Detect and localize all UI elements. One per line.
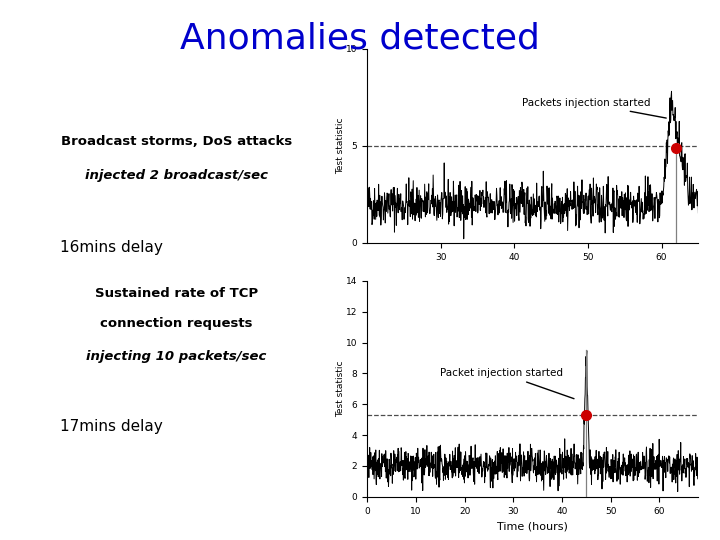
X-axis label: Time (hours): Time (hours) <box>498 521 568 531</box>
Y-axis label: Test statistic: Test statistic <box>336 118 345 174</box>
Text: 16mins delay: 16mins delay <box>60 240 163 255</box>
Text: Packet injection started: Packet injection started <box>440 368 574 399</box>
Text: injecting 10 packets/sec: injecting 10 packets/sec <box>86 350 266 363</box>
Text: injected 2 broadcast/sec: injected 2 broadcast/sec <box>85 169 268 182</box>
Y-axis label: Test statistic: Test statistic <box>336 361 345 417</box>
Text: Packets injection started: Packets injection started <box>522 98 666 118</box>
Text: connection requests: connection requests <box>100 318 253 330</box>
Text: Sustained rate of TCP: Sustained rate of TCP <box>95 287 258 300</box>
Text: 17mins delay: 17mins delay <box>60 418 163 434</box>
Text: Anomalies detected: Anomalies detected <box>180 22 540 56</box>
Text: Broadcast storms, DoS attacks: Broadcast storms, DoS attacks <box>60 135 292 148</box>
